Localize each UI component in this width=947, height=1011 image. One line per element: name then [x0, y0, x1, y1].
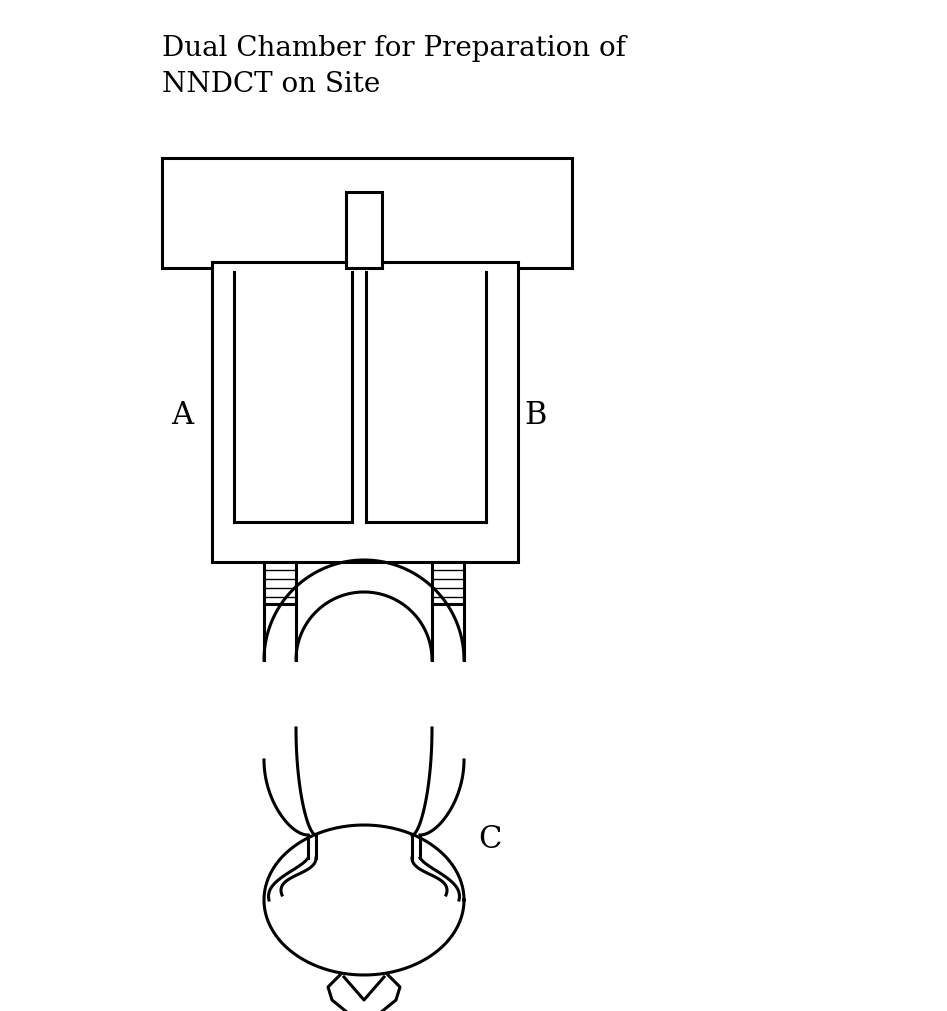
Text: B: B: [524, 399, 546, 431]
Bar: [264, 562, 296, 604]
Bar: [162, 158, 572, 268]
Bar: [346, 192, 382, 268]
Text: C: C: [478, 825, 502, 855]
Bar: [212, 262, 518, 562]
Text: Dual Chamber for Preparation of
NNDCT on Site: Dual Chamber for Preparation of NNDCT on…: [162, 35, 626, 98]
Text: A: A: [171, 399, 193, 431]
Bar: [432, 562, 464, 604]
